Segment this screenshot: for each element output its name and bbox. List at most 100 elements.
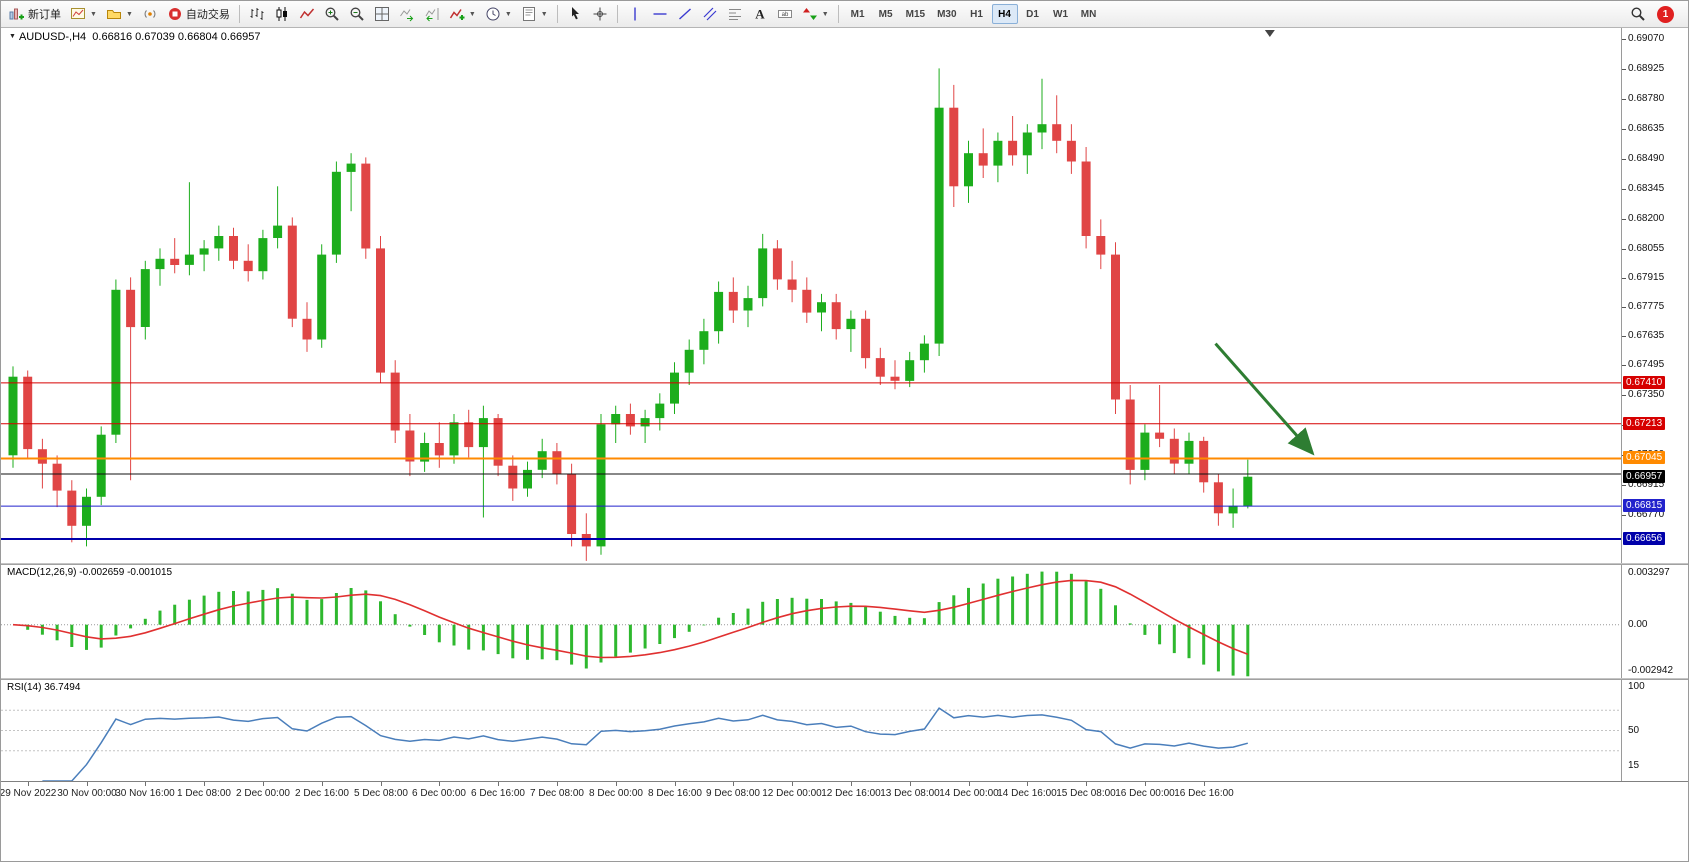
timeframe-h4[interactable]: H4 [991, 4, 1018, 25]
autotrading-button[interactable]: 自动交易 [163, 3, 234, 25]
price-tick-label: 0.67775 [1628, 301, 1665, 312]
cursor-button[interactable] [563, 3, 587, 25]
text-label-icon: ab [777, 10, 792, 18]
autotrading-icon [168, 8, 181, 20]
candle-chart-button[interactable] [270, 3, 294, 25]
timeframe-m30[interactable]: M30 [932, 4, 961, 24]
dropdown-arrow-icon: ▼ [468, 10, 476, 18]
timeframe-m1[interactable]: M1 [845, 4, 871, 24]
candle-body [376, 248, 385, 373]
rsi-value: 36.7494 [44, 682, 81, 693]
time-axis-label: 14 Dec 00:00 [939, 788, 999, 799]
candle-body [640, 418, 650, 427]
horizontal-line-icon [653, 13, 667, 15]
candle-body [1096, 236, 1106, 255]
candle-body [596, 424, 606, 547]
zoom-out-button[interactable] [345, 3, 369, 25]
candle-body [1140, 432, 1150, 470]
trend-arrow-object[interactable] [1214, 342, 1315, 456]
indicators-icon [449, 9, 465, 20]
new-chart-button[interactable]: ▼ [66, 3, 101, 25]
candle-body [96, 434, 106, 497]
alerts-button[interactable] [138, 3, 162, 25]
price-chart-canvas[interactable] [1, 28, 1621, 563]
candle-body [361, 163, 371, 249]
auto-scroll-button[interactable] [395, 3, 419, 25]
time-axis[interactable]: 29 Nov 2022 30 Nov 00:00 30 Nov 16:00 1 Dec… [0, 781, 1688, 861]
candle-body [699, 331, 709, 350]
candle-body [905, 360, 915, 381]
periods-button[interactable]: ▼ [481, 3, 516, 25]
candle-body [243, 260, 253, 272]
timeframe-d1[interactable]: D1 [1020, 4, 1046, 24]
macd-chart-canvas[interactable] [1, 565, 1621, 678]
timeframe-m15[interactable]: M15 [901, 4, 930, 24]
timeframe-mn[interactable]: MN [1076, 4, 1102, 24]
fibonacci-button[interactable] [723, 3, 747, 25]
channel-button[interactable] [698, 3, 722, 25]
candle-body [714, 291, 724, 332]
price-tick-label: 0.68635 [1628, 123, 1665, 134]
timeframe-h1[interactable]: H1 [964, 4, 990, 24]
indicators-button[interactable]: ▼ [445, 3, 480, 25]
rsi-pane[interactable]: RSI(14) 36.7494 [1, 680, 1621, 781]
price-tick-label: 0.67350 [1628, 389, 1665, 400]
new-order-button[interactable]: 新订单 [5, 3, 65, 25]
profiles-button[interactable]: ▼ [102, 3, 137, 25]
price-pane[interactable]: ▼ AUDUSD-,H4 0.66816 0.67039 0.66804 0.66… [1, 28, 1621, 563]
rsi-label: RSI(14) 36.7494 [7, 682, 80, 693]
trendline-button[interactable] [673, 3, 697, 25]
candle-body [1037, 124, 1047, 133]
price-axis[interactable]: 0.69070 0.68925 0.68780 0.68635 0.68490 0.683… [1621, 28, 1688, 563]
rsi-axis[interactable]: 100 50 15 [1621, 680, 1688, 781]
arrows-button[interactable]: ▼ [798, 3, 833, 25]
text-label-button[interactable]: ab [773, 3, 797, 25]
horizontal-line-button[interactable] [648, 3, 672, 25]
templates-button[interactable]: ▼ [517, 3, 552, 25]
macd-axis-label: 0.00 [1628, 619, 1648, 630]
timeframe-w1[interactable]: W1 [1048, 4, 1074, 24]
crosshair-button[interactable] [588, 3, 612, 25]
candle-body [1184, 440, 1194, 464]
vertical-line-button[interactable] [623, 3, 647, 25]
candle-body [978, 153, 988, 166]
macd-axis[interactable]: 0.003297 0.00 -0.002942 [1621, 565, 1688, 678]
time-axis-label: 6 Dec 16:00 [471, 788, 525, 799]
rsi-chart-canvas[interactable] [1, 680, 1621, 781]
candle-body [478, 418, 488, 448]
time-axis-label: 16 Dec 00:00 [1115, 788, 1175, 799]
crosshair-icon [593, 7, 607, 21]
zoom-in-button[interactable] [320, 3, 344, 25]
price-tick-label: 0.68345 [1628, 183, 1665, 194]
chart-menu-icon[interactable]: ▼ [9, 33, 16, 40]
bar-chart-button[interactable] [245, 3, 269, 25]
candle-body [625, 414, 635, 427]
candle-body [126, 289, 136, 328]
tile-windows-button[interactable] [370, 3, 394, 25]
price-tick-label: 0.67495 [1628, 359, 1665, 370]
candle-body [1111, 254, 1120, 400]
candle-body [817, 302, 826, 313]
rsi-title: RSI(14) [7, 682, 42, 693]
text-button[interactable]: A [748, 3, 772, 25]
time-axis-label: 29 Nov 2022 [0, 788, 57, 799]
candle-body [1243, 476, 1253, 506]
chart-shift-button[interactable] [420, 3, 444, 25]
price-line-badge: 0.67045 [1623, 451, 1666, 464]
line-chart-button[interactable] [295, 3, 319, 25]
macd-pane[interactable]: MACD(12,26,9) -0.002659 -0.001015 [1, 565, 1621, 678]
candle-body [82, 496, 91, 526]
timeframe-toolbar: M1 M5 M15 M30 H1 H4 D1 W1 MN [844, 4, 1103, 25]
pane-separator[interactable] [1, 678, 1688, 680]
notification-badge[interactable]: 1 [1657, 5, 1674, 23]
candle-body [964, 153, 973, 187]
candle-body [464, 422, 474, 448]
new-chart-icon [71, 8, 85, 19]
time-axis-label: 8 Dec 00:00 [589, 788, 643, 799]
fibonacci-icon [728, 9, 741, 20]
timeframe-m5[interactable]: M5 [873, 4, 899, 24]
pane-separator[interactable] [1, 563, 1688, 565]
price-tick-label: 0.69070 [1628, 33, 1665, 44]
time-axis-label: 30 Nov 16:00 [115, 788, 175, 799]
search-button[interactable] [1626, 3, 1650, 25]
